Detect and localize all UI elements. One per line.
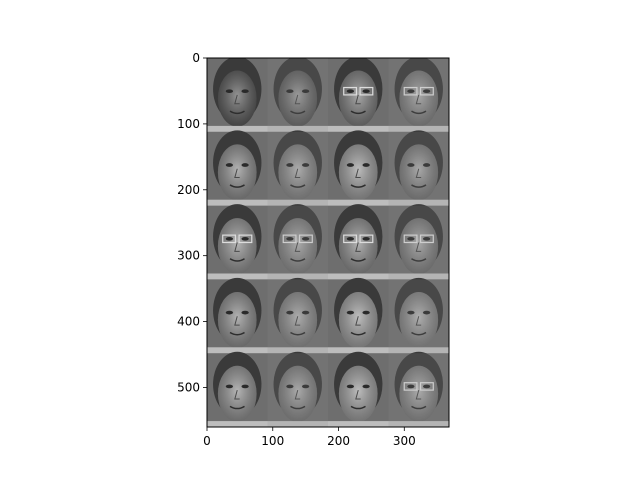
reconstruction-blur [268, 206, 329, 280]
eye-shape [347, 163, 354, 167]
x-tick-label: 200 [327, 434, 350, 448]
eye-shape [347, 311, 354, 315]
face-tile-r1-c0 [207, 130, 268, 205]
eye-shape [241, 385, 248, 389]
x-tick-label: 0 [203, 434, 211, 448]
face-tile-r4-c3 [389, 352, 450, 427]
x-tick-label: 300 [393, 434, 416, 448]
face-tile-r0-c1 [268, 57, 329, 132]
eye-shape [241, 89, 248, 93]
face-tile-r1-c2 [328, 130, 389, 205]
face-tile-r4-c1 [268, 352, 329, 427]
eye-shape [226, 89, 233, 93]
reconstruction-blur [268, 58, 329, 132]
face-tile-r1-c1 [268, 130, 329, 205]
eye-shape [241, 237, 248, 241]
reconstruction-blur [268, 279, 329, 353]
y-tick-label: 200 [177, 183, 200, 197]
face-tile-r2-c0 [207, 204, 268, 279]
reconstruction-blur [268, 353, 329, 427]
y-tick-label: 100 [177, 117, 200, 131]
face-tile-r2-c3 [389, 204, 450, 279]
reconstruction-blur [389, 58, 450, 132]
y-tick-label: 400 [177, 315, 200, 329]
eye-shape [362, 237, 369, 241]
eye-shape [226, 163, 233, 167]
face-tile-r1-c3 [389, 130, 450, 205]
reconstruction-blur [268, 132, 329, 206]
reconstruction-blur [389, 353, 450, 427]
y-tick-label: 0 [192, 51, 200, 65]
reconstruction-blur [389, 279, 450, 353]
face-tile-r4-c2 [328, 352, 389, 427]
face-tile-r3-c3 [389, 278, 450, 353]
eye-shape [362, 89, 369, 93]
face-tile-r2-c1 [268, 204, 329, 279]
eye-shape [347, 237, 354, 241]
eye-shape [362, 385, 369, 389]
eye-shape [226, 237, 233, 241]
eye-shape [241, 311, 248, 315]
eye-shape [362, 163, 369, 167]
eye-shape [226, 311, 233, 315]
face-tile-r0-c3 [389, 57, 450, 132]
eye-shape [362, 311, 369, 315]
shirt-shape [328, 421, 389, 427]
shirt-shape [207, 421, 268, 427]
face-tile-r3-c0 [207, 278, 268, 353]
reconstruction-blur [389, 206, 450, 280]
face-tile-r0-c0 [207, 57, 268, 132]
x-tick-label: 100 [261, 434, 284, 448]
face-image-grid [207, 57, 449, 427]
face-tile-r4-c0 [207, 352, 268, 427]
face-tile-r2-c2 [328, 204, 389, 279]
eye-shape [347, 89, 354, 93]
face-tile-r3-c1 [268, 278, 329, 353]
eye-shape [226, 385, 233, 389]
y-tick-label: 300 [177, 249, 200, 263]
reconstruction-blur [389, 132, 450, 206]
eye-shape [241, 163, 248, 167]
face-tile-r3-c2 [328, 278, 389, 353]
y-tick-label: 500 [177, 380, 200, 394]
eye-shape [347, 385, 354, 389]
face-tile-r0-c2 [328, 57, 389, 132]
